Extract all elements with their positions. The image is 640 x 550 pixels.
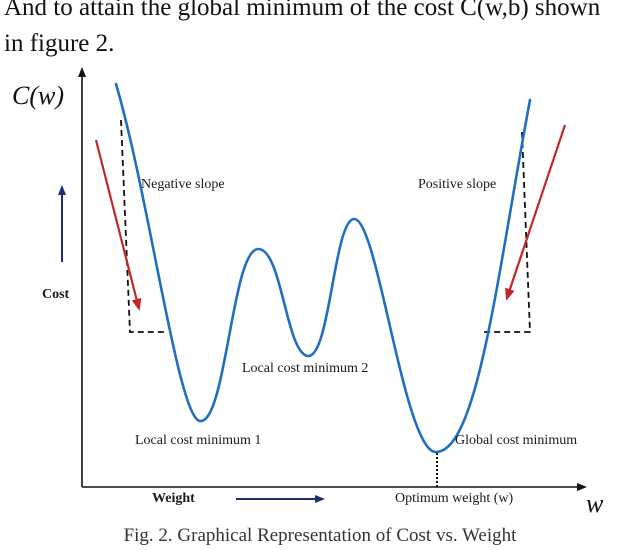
label-positive-slope: Positive slope <box>418 177 496 192</box>
body-text: And to attain the global minimum of the … <box>4 0 640 62</box>
y-axis-label: Cost <box>42 287 70 302</box>
negative-slope-arrow-icon <box>94 139 142 311</box>
label-global-min: Global cost minimum <box>455 433 577 448</box>
label-local-min-1: Local cost minimum 1 <box>135 433 261 448</box>
body-text-line-2: in figure 2. <box>4 30 115 57</box>
figure-caption: Fig. 2. Graphical Representation of Cost… <box>123 525 517 546</box>
x-axis-symbol: w <box>586 489 604 518</box>
negative-slope-tangent <box>120 119 166 333</box>
cost-curve <box>114 82 532 454</box>
label-local-min-2: Local cost minimum 2 <box>242 361 368 376</box>
body-text-line-1: And to attain the global minimum of the … <box>4 0 601 21</box>
label-optimum-weight: Optimum weight (w) <box>395 491 514 506</box>
positive-slope-tangent <box>484 131 531 333</box>
x-axis-label: Weight <box>152 491 195 506</box>
y-axis-symbol: C(w) <box>12 81 64 110</box>
label-negative-slope: Negative slope <box>141 177 225 192</box>
positive-slope-arrow-icon <box>505 124 567 301</box>
cost-weight-figure: C(w) w Cost Weight Negative slope Positi… <box>12 67 604 518</box>
